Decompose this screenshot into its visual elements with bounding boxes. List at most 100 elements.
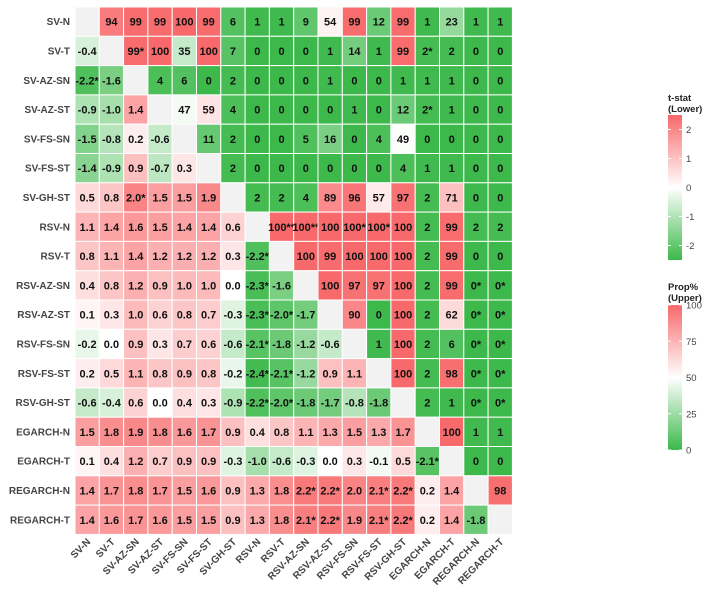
row-label: SV-N <box>47 17 70 28</box>
cell-value: 2.1* <box>369 515 389 527</box>
cell-value: 2 <box>424 192 430 204</box>
heatmap-cell <box>390 387 416 418</box>
legend-title: t-stat <box>668 93 692 104</box>
heatmap-cell <box>390 475 416 506</box>
cell-value: 0.6 <box>201 339 216 351</box>
cell-value: 1.4 <box>444 515 460 527</box>
cell-value: 0* <box>471 310 482 322</box>
cell-value: 2* <box>422 105 433 117</box>
legend-tick-label: 25 <box>686 409 697 420</box>
cell-value: 99 <box>348 17 360 29</box>
cell-value: 0.4 <box>250 427 266 439</box>
cell-value: 2 <box>424 251 430 263</box>
heatmap-cell <box>98 35 125 67</box>
cell-value: -1.5 <box>78 134 97 146</box>
cell-value: 1.2 <box>152 251 167 263</box>
heatmap-cell <box>341 153 368 184</box>
heatmap-cell <box>220 475 246 506</box>
cell-value: 71 <box>446 192 458 204</box>
heatmap-cell <box>390 182 416 213</box>
cell-value: 1.5 <box>177 515 192 527</box>
cell-value: 100 <box>199 46 217 58</box>
heatmap-cell <box>74 270 100 301</box>
cell-value: 1 <box>278 17 284 29</box>
cell-value: 1.7 <box>201 427 216 439</box>
heatmap-cell <box>147 240 173 272</box>
cell-value: 0 <box>473 192 479 204</box>
heatmap-cell <box>196 328 222 360</box>
cell-value: 99 <box>130 17 142 29</box>
heatmap-cell <box>74 6 100 37</box>
cell-value: 5 <box>303 134 309 146</box>
cell-value: -0.3 <box>296 456 315 468</box>
heatmap-cell <box>123 358 149 389</box>
cell-value: 16 <box>324 134 336 146</box>
cell-value: 54 <box>324 17 337 29</box>
heatmap-cell <box>171 416 197 448</box>
heatmap-cell <box>220 358 246 389</box>
cell-value: 23 <box>446 17 458 29</box>
heatmap-cell <box>487 65 513 96</box>
heatmap-cell <box>196 504 222 535</box>
cell-value: -1.0 <box>102 105 121 117</box>
heatmap-cell <box>414 153 441 184</box>
heatmap-cell <box>317 416 343 448</box>
heatmap-cell <box>123 153 149 184</box>
cell-value: -0.3 <box>223 456 242 468</box>
cell-value: 0 <box>351 163 357 175</box>
legend-colorbar <box>668 115 682 260</box>
cell-value: 0.3 <box>104 310 119 322</box>
cell-value: 1 <box>497 17 503 29</box>
cell-value: 0.7 <box>201 310 216 322</box>
heatmap-cell <box>439 65 465 96</box>
legend-tick-label: 100 <box>686 301 702 312</box>
heatmap-cell <box>98 387 125 418</box>
heatmap-cell <box>390 123 416 154</box>
heatmap-cell <box>268 211 295 242</box>
cell-value: 0 <box>254 105 260 117</box>
cell-value: 1.5 <box>152 192 167 204</box>
row-labels: SV-N SV-T SV-AZ-SN SV-AZ-ST SV-FS-SN SV-FS-ST… <box>9 17 70 526</box>
cell-value: 100 <box>175 17 193 29</box>
heatmap-cell <box>317 446 343 477</box>
cell-value: 2.1* <box>296 515 316 527</box>
heatmap-cell <box>98 153 125 184</box>
heatmap-cell <box>439 475 465 506</box>
cell-value: 100 <box>394 280 412 292</box>
cell-value: 1.8 <box>274 515 289 527</box>
cell-value: 1.2 <box>177 251 192 263</box>
cell-value: -2.1* <box>246 339 270 351</box>
heatmap-cell <box>220 328 246 360</box>
heatmap-cell <box>317 94 343 125</box>
heatmap-cell <box>123 65 149 96</box>
cell-value: 0 <box>473 456 479 468</box>
cell-value: 1.2 <box>128 280 143 292</box>
cell-value: 0.9 <box>128 163 143 175</box>
heatmap-cell <box>293 123 319 154</box>
cell-value: 0 <box>303 75 309 87</box>
cell-value: 1.4 <box>128 251 144 263</box>
cell-value: 100 <box>394 368 412 380</box>
cell-value: 1.8 <box>128 485 143 497</box>
cell-value: 0.8 <box>177 310 192 322</box>
cell-value: -2.2* <box>246 251 270 263</box>
heatmap-cell <box>123 211 149 242</box>
cell-value: 0* <box>471 368 482 380</box>
cell-value: 1.4 <box>177 222 193 234</box>
heatmap-cell <box>317 6 343 37</box>
cell-value: 4 <box>230 105 237 117</box>
heatmap-cell <box>74 504 100 535</box>
cell-value: -0.6 <box>272 456 291 468</box>
heatmap-cells: 94 99 99 100 99 6 1 1 9 54 99 12 99 1 23 1 1-0.4 99* 100 35… <box>74 6 513 535</box>
legend-tick-label: 0 <box>686 446 691 457</box>
cell-value: 1.4 <box>80 485 96 497</box>
cell-value: -0.2 <box>78 339 97 351</box>
heatmap-cell <box>366 475 392 506</box>
heatmap-cell <box>293 387 319 418</box>
cell-value: 0* <box>495 339 506 351</box>
heatmap-cell <box>171 94 197 125</box>
heatmap-cell <box>414 211 441 242</box>
cell-value: 100 <box>442 427 460 439</box>
cell-value: 11 <box>203 134 215 146</box>
heatmap-cell <box>487 123 513 154</box>
